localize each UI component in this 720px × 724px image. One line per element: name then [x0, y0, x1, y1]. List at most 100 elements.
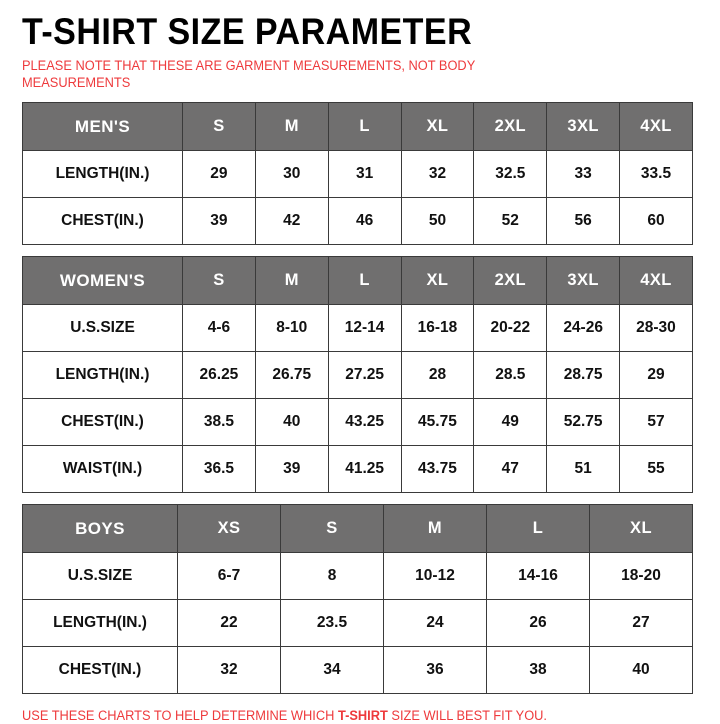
measurement-cell: 38: [486, 646, 590, 694]
measurement-cell: 29: [182, 150, 256, 198]
page-title: T-SHIRT SIZE PARAMETER: [22, 11, 473, 52]
measurement-cell: 31: [327, 150, 402, 198]
measurement-cell: 45.75: [400, 398, 475, 446]
size-table-boys: BOYS XS S M L XL U.S.SIZE 6-7 8 10-12 14-16 18-20 LE…: [22, 504, 693, 694]
size-header-boys-0: XS: [177, 504, 281, 553]
measurement-cell: 52.75: [546, 398, 621, 446]
measurement-cell: 32: [177, 646, 281, 694]
size-header-boys-4: XL: [589, 504, 693, 553]
measurement-cell: 56: [546, 197, 621, 245]
row-label-boys-1: LENGTH(IN.): [22, 599, 178, 647]
measurement-cell: 39: [254, 445, 329, 493]
size-header-womens-1: M: [254, 256, 329, 305]
measurement-cell: 60: [619, 197, 693, 245]
measurement-cell: 49: [473, 398, 548, 446]
measurement-cell: 47: [473, 445, 548, 493]
measurement-cell: 28: [400, 351, 475, 399]
table-row: CHEST(IN.) 32 34 36 38 40: [22, 646, 693, 694]
measurement-cell: 20-22: [473, 304, 548, 352]
measurement-cell: 39: [182, 197, 256, 245]
size-header-boys-3: L: [486, 504, 590, 553]
footer-text-after: SIZE WILL BEST FIT YOU.: [387, 708, 547, 723]
category-header-womens: WOMEN'S: [22, 256, 183, 305]
measurement-cell: 28.5: [473, 351, 548, 399]
measurement-cell: 40: [254, 398, 329, 446]
table-row: U.S.SIZE 4-6 8-10 12-14 16-18 20-22 24-26 28-30: [22, 304, 693, 352]
size-header-mens-3: XL: [400, 102, 475, 151]
size-table-mens: MEN'S S M L XL 2XL 3XL 4XL LENGTH(IN.) 29 30 31 32 32…: [22, 102, 693, 245]
measurement-cell: 12-14: [327, 304, 402, 352]
table-row: CHEST(IN.) 39 42 46 50 52 56 60: [22, 197, 693, 245]
measurement-cell: 24-26: [546, 304, 621, 352]
measurement-cell: 29: [619, 351, 693, 399]
size-header-womens-5: 3XL: [546, 256, 621, 305]
table-row: U.S.SIZE 6-7 8 10-12 14-16 18-20: [22, 552, 693, 600]
measurement-cell: 28.75: [546, 351, 621, 399]
size-header-womens-4: 2XL: [473, 256, 548, 305]
measurement-cell: 43.75: [400, 445, 475, 493]
measurement-cell: 32: [400, 150, 475, 198]
measurement-cell: 8-10: [254, 304, 329, 352]
measurement-cell: 46: [327, 197, 402, 245]
size-header-mens-5: 3XL: [546, 102, 621, 151]
measurement-cell: 23.5: [280, 599, 384, 647]
size-header-mens-0: S: [182, 102, 256, 151]
measurement-cell: 28-30: [619, 304, 693, 352]
size-header-mens-6: 4XL: [619, 102, 693, 151]
row-label-womens-3: WAIST(IN.): [22, 445, 183, 493]
size-header-womens-0: S: [182, 256, 256, 305]
table-row: WAIST(IN.) 36.5 39 41.25 43.75 47 51 55: [22, 445, 693, 493]
table-row: LENGTH(IN.) 26.25 26.75 27.25 28 28.5 28.75 29: [22, 351, 693, 399]
table-header-row: WOMEN'S S M L XL 2XL 3XL 4XL: [22, 256, 693, 305]
measurement-cell: 22: [177, 599, 281, 647]
footer-emphasis: T-SHIRT: [337, 708, 388, 723]
measurement-cell: 51: [546, 445, 621, 493]
size-header-womens-6: 4XL: [619, 256, 693, 305]
footer-text-before: USE THESE CHARTS TO HELP DETERMINE WHICH: [22, 708, 338, 723]
table-row: LENGTH(IN.) 29 30 31 32 32.5 33 33.5: [22, 150, 693, 198]
row-label-womens-0: U.S.SIZE: [22, 304, 183, 352]
row-label-womens-1: LENGTH(IN.): [22, 351, 183, 399]
measurement-cell: 38.5: [182, 398, 256, 446]
measurement-cell: 33.5: [619, 150, 693, 198]
category-header-mens: MEN'S: [22, 102, 183, 151]
measurement-cell: 27: [589, 599, 693, 647]
row-label-boys-0: U.S.SIZE: [22, 552, 178, 600]
measurement-cell: 4-6: [182, 304, 256, 352]
footer-note: USE THESE CHARTS TO HELP DETERMINE WHICH…: [22, 708, 664, 724]
measurement-cell: 32.5: [473, 150, 548, 198]
row-label-mens-0: LENGTH(IN.): [22, 150, 183, 198]
size-header-womens-2: L: [327, 256, 402, 305]
size-header-womens-3: XL: [400, 256, 475, 305]
size-header-mens-4: 2XL: [473, 102, 548, 151]
measurement-cell: 18-20: [589, 552, 693, 600]
measurement-cell: 36.5: [182, 445, 256, 493]
measurement-cell: 14-16: [486, 552, 590, 600]
row-label-womens-2: CHEST(IN.): [22, 398, 183, 446]
measurement-cell: 34: [280, 646, 384, 694]
measurement-note: PLEASE NOTE THAT THESE ARE GARMENT MEASU…: [22, 58, 476, 90]
size-header-boys-1: S: [280, 504, 384, 553]
measurement-cell: 26.25: [182, 351, 256, 399]
measurement-cell: 40: [589, 646, 693, 694]
size-tables-container: MEN'S S M L XL 2XL 3XL 4XL LENGTH(IN.) 29 30 31 32 32…: [22, 102, 698, 694]
row-label-mens-1: CHEST(IN.): [22, 197, 183, 245]
category-header-boys: BOYS: [22, 504, 178, 553]
measurement-cell: 30: [254, 150, 329, 198]
table-row: LENGTH(IN.) 22 23.5 24 26 27: [22, 599, 693, 647]
size-table-womens: WOMEN'S S M L XL 2XL 3XL 4XL U.S.SIZE 4-6 8-10 12-1…: [22, 256, 693, 493]
measurement-cell: 43.25: [327, 398, 402, 446]
measurement-cell: 41.25: [327, 445, 402, 493]
measurement-cell: 33: [546, 150, 621, 198]
measurement-cell: 10-12: [383, 552, 487, 600]
row-label-boys-2: CHEST(IN.): [22, 646, 178, 694]
measurement-cell: 26.75: [254, 351, 329, 399]
measurement-cell: 24: [383, 599, 487, 647]
measurement-cell: 8: [280, 552, 384, 600]
table-row: CHEST(IN.) 38.5 40 43.25 45.75 49 52.75 57: [22, 398, 693, 446]
size-header-boys-2: M: [383, 504, 487, 553]
size-header-mens-2: L: [327, 102, 402, 151]
size-header-mens-1: M: [254, 102, 329, 151]
measurement-cell: 52: [473, 197, 548, 245]
